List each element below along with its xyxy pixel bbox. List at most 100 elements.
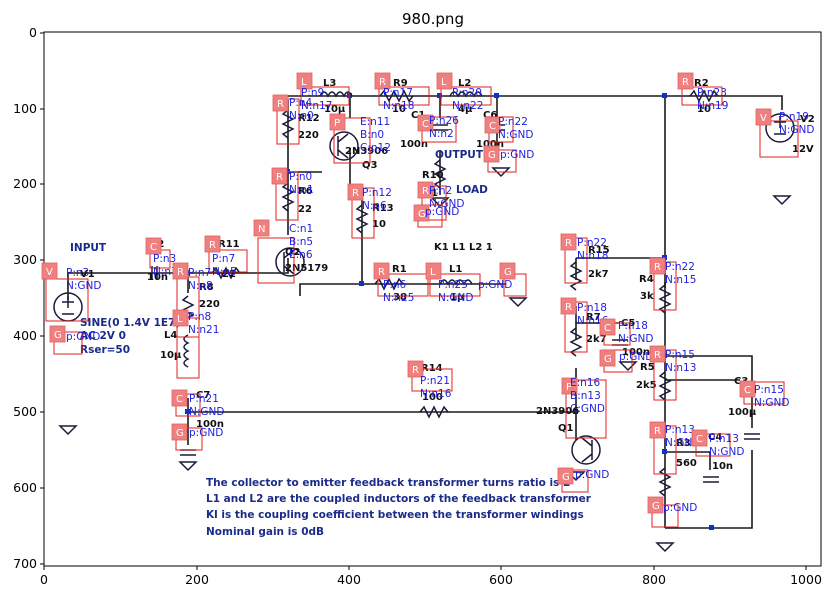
annotation-net-label: N:n13 xyxy=(665,362,696,374)
annotation-net-label: B:n13 xyxy=(570,390,601,402)
resistor-R11 xyxy=(211,266,241,280)
annotation-tag-box xyxy=(204,235,221,253)
annotation-net-label: P:n21 xyxy=(189,393,219,405)
resistor-R3 xyxy=(658,467,672,497)
label-R8: R8 xyxy=(199,282,214,293)
value-R13: 10 xyxy=(372,219,386,230)
annotation-net-label: N:n18 xyxy=(577,250,608,262)
capacitor-C3 xyxy=(744,433,760,440)
value-V2: 12V xyxy=(792,144,814,155)
annotation-net-label: p:GND xyxy=(500,149,534,161)
label-R1: R1 xyxy=(392,264,407,275)
value-L2: 4µ xyxy=(458,104,473,115)
axes-frame xyxy=(43,31,822,567)
annotation-net-label: p:GND xyxy=(66,331,100,343)
annotation-bbox xyxy=(440,86,492,106)
note-line: Kl is the coupling coefficient between t… xyxy=(206,509,584,521)
annotation-tag-box xyxy=(145,237,162,255)
annotation-bbox xyxy=(257,237,295,284)
figure-title: 980.png xyxy=(402,10,464,28)
annotation-net-label: E:n11 xyxy=(360,116,390,128)
label-L1: L1 xyxy=(449,264,462,275)
annotation-tag-box xyxy=(649,345,666,363)
annotation-tag: G xyxy=(418,209,426,220)
detection-annotations: LP:n9N:n17RP:n17N:n18LP:n20N:n22RP:n23N:… xyxy=(41,72,814,528)
source-V2 xyxy=(765,113,795,143)
annotation-bbox xyxy=(45,278,89,322)
value-C3: 100µ xyxy=(728,407,757,418)
x-tick-label: 200 xyxy=(185,572,209,587)
label-input: INPUT xyxy=(70,242,107,254)
annotation-net-label: p:GND xyxy=(478,279,512,291)
annotation-tag-box xyxy=(647,496,664,514)
annotation-net-label: N:n15 xyxy=(665,274,696,286)
annotation-tag-box xyxy=(296,72,313,90)
label-output: OUTPUT xyxy=(435,149,484,161)
y-tick-label: 0 xyxy=(29,25,37,40)
annotation-tag: V xyxy=(760,113,767,124)
annotation-tag: G xyxy=(604,354,612,365)
x-tick-label: 0 xyxy=(40,572,48,587)
annotation-net-label: P:n22 xyxy=(498,116,528,128)
ground-symbol xyxy=(178,461,198,472)
resistor-R5 xyxy=(658,371,672,401)
transistor-Q3 xyxy=(329,131,359,161)
value-C5: 100n xyxy=(622,347,650,358)
label-R7: R7 xyxy=(586,312,601,323)
x-tick-label: 800 xyxy=(642,572,666,587)
annotation-tag: R xyxy=(379,77,386,88)
annotation-bbox xyxy=(377,273,429,297)
annotation-tag-box xyxy=(425,262,442,280)
resistor-R13 xyxy=(355,204,369,234)
annotation-net-label: N:n0 xyxy=(289,110,314,122)
annotation-tag-box xyxy=(417,114,434,132)
label-ac: AC 2V 0 xyxy=(80,330,126,342)
annotation-tag-box xyxy=(271,167,288,185)
annotation-tag: C xyxy=(489,121,496,132)
annotation-net-label: N:n7 xyxy=(153,266,178,278)
annotation-tag-box xyxy=(49,325,66,343)
annotation-bbox xyxy=(421,185,447,221)
annotation-tag-box xyxy=(560,297,577,315)
value-R15: 2k7 xyxy=(588,269,609,280)
annotation-net-label: N:n21 xyxy=(188,324,219,336)
inductor-L2 xyxy=(449,91,483,98)
annotation-tag-box xyxy=(599,318,616,336)
annotation-net-label: p:GND xyxy=(189,427,223,439)
annotation-tag: G xyxy=(504,267,512,278)
annotation-tag: R xyxy=(682,77,689,88)
y-tick-label: 500 xyxy=(13,404,37,419)
annotation-tag-box xyxy=(253,219,270,237)
label-load: LOAD xyxy=(456,184,488,196)
annotation-tag-box xyxy=(677,72,694,90)
annotation-net-label: N:GND xyxy=(429,198,464,210)
annotation-tag-box xyxy=(373,262,390,280)
label-L3: L3 xyxy=(323,78,336,89)
annotation-tag: R xyxy=(565,238,572,249)
annotation-net-label: E:n6 xyxy=(289,249,313,261)
annotation-net-label: N:n2 xyxy=(429,128,454,140)
ground-symbol xyxy=(58,425,78,436)
annotation-net-label: P:n22 xyxy=(577,237,607,249)
y-tick-label: 700 xyxy=(13,556,37,571)
ground-symbol xyxy=(655,542,675,553)
label-R13: R13 xyxy=(372,203,394,214)
annotation-net-label: N:n22 xyxy=(452,100,483,112)
annotation-tag-box xyxy=(413,204,430,222)
annotation-net-label: N:n25 xyxy=(383,292,414,304)
annotation-net-label: P:n6 xyxy=(383,279,407,291)
x-tick-label: 600 xyxy=(489,572,513,587)
value-Q1: 2N3906 xyxy=(536,406,579,417)
label-R3: R3 xyxy=(676,438,691,449)
label-R11: R11 xyxy=(218,239,240,250)
value-R6: 22 xyxy=(298,204,312,215)
